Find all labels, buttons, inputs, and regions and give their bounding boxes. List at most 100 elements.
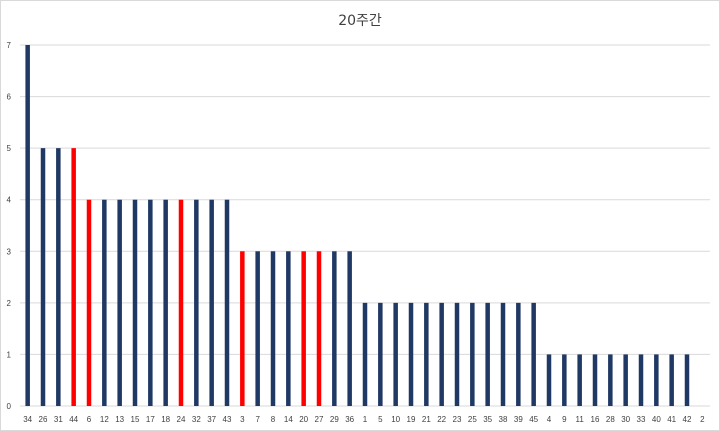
bars bbox=[25, 45, 690, 406]
bar-26 bbox=[40, 148, 46, 406]
x-tick-label: 2 bbox=[700, 415, 705, 424]
x-tick-label: 35 bbox=[483, 415, 492, 424]
x-tick-label: 29 bbox=[330, 415, 339, 424]
bar-4 bbox=[546, 354, 552, 406]
bar-30 bbox=[623, 354, 628, 406]
y-tick-label: 5 bbox=[7, 144, 12, 153]
y-tick-label: 3 bbox=[7, 247, 12, 256]
x-tick-label: 27 bbox=[315, 415, 324, 424]
bar-14 bbox=[286, 251, 291, 406]
x-tick-label: 32 bbox=[192, 415, 201, 424]
bar-23 bbox=[454, 302, 460, 406]
x-tick-label: 44 bbox=[69, 415, 78, 424]
bar-12 bbox=[102, 199, 107, 406]
bar-17 bbox=[148, 199, 153, 406]
x-tick-label: 30 bbox=[621, 415, 630, 424]
x-tick-label: 17 bbox=[146, 415, 155, 424]
x-tick-label: 37 bbox=[207, 415, 216, 424]
x-tick-label: 7 bbox=[255, 415, 260, 424]
bar-35 bbox=[485, 302, 490, 406]
x-tick-label: 4 bbox=[547, 415, 552, 424]
x-tick-label: 12 bbox=[100, 415, 109, 424]
bar-7 bbox=[255, 251, 260, 406]
bar-33 bbox=[638, 354, 644, 406]
y-tick-label: 0 bbox=[7, 402, 12, 411]
x-tick-label: 43 bbox=[223, 415, 232, 424]
y-tick-label: 4 bbox=[7, 196, 12, 205]
bar-31 bbox=[56, 148, 61, 406]
y-tick-label: 7 bbox=[7, 41, 12, 50]
bar-27 bbox=[316, 251, 322, 406]
bar-24 bbox=[178, 199, 184, 406]
y-tick-label: 6 bbox=[7, 93, 12, 102]
x-tick-label: 21 bbox=[422, 415, 431, 424]
x-tick-label: 22 bbox=[437, 415, 446, 424]
bar-45 bbox=[531, 302, 536, 406]
bar-25 bbox=[470, 302, 475, 406]
x-tick-label: 8 bbox=[271, 415, 276, 424]
x-tick-label: 16 bbox=[591, 415, 600, 424]
bar-8 bbox=[270, 251, 276, 406]
x-tick-label: 6 bbox=[87, 415, 92, 424]
bar-28 bbox=[608, 354, 613, 406]
x-tick-label: 1 bbox=[363, 415, 368, 424]
bar-39 bbox=[516, 302, 521, 406]
y-tick-label: 2 bbox=[7, 299, 12, 308]
x-tick-label: 15 bbox=[131, 415, 140, 424]
bar-18 bbox=[163, 199, 168, 406]
bar-5 bbox=[378, 302, 383, 406]
bar-3 bbox=[240, 251, 245, 406]
bar-38 bbox=[500, 302, 506, 406]
x-tick-label: 36 bbox=[345, 415, 354, 424]
bar-21 bbox=[424, 302, 429, 406]
x-tick-label: 20 bbox=[299, 415, 308, 424]
x-tick-label: 28 bbox=[606, 415, 615, 424]
x-tick-label: 10 bbox=[391, 415, 400, 424]
bar-22 bbox=[439, 302, 444, 406]
x-tick-label: 9 bbox=[562, 415, 567, 424]
x-tick-label: 39 bbox=[514, 415, 523, 424]
x-tick-label: 33 bbox=[637, 415, 646, 424]
bar-1 bbox=[362, 302, 368, 406]
bar-43 bbox=[224, 199, 230, 406]
x-tick-label: 40 bbox=[652, 415, 661, 424]
x-axis-ticks: 34 26 31 44 6 12 13 15 17 18 24 32 37 43 3 7 8 14 20 27 29 36… bbox=[23, 415, 705, 424]
bar-37 bbox=[209, 199, 214, 406]
bar-10 bbox=[393, 302, 398, 406]
x-tick-label: 38 bbox=[499, 415, 508, 424]
x-tick-label: 42 bbox=[683, 415, 692, 424]
bar-19 bbox=[408, 302, 414, 406]
bar-40 bbox=[654, 354, 659, 406]
bar-15 bbox=[132, 199, 138, 406]
x-tick-label: 31 bbox=[54, 415, 63, 424]
bar-6 bbox=[86, 199, 92, 406]
bar-13 bbox=[117, 199, 122, 406]
x-tick-label: 45 bbox=[529, 415, 538, 424]
bar-34 bbox=[25, 45, 30, 406]
x-tick-label: 19 bbox=[407, 415, 416, 424]
x-tick-label: 11 bbox=[576, 415, 585, 424]
bar-42 bbox=[684, 354, 690, 406]
bar-36 bbox=[347, 251, 352, 406]
bar-41 bbox=[669, 354, 674, 406]
x-tick-label: 5 bbox=[378, 415, 383, 424]
x-tick-label: 18 bbox=[161, 415, 170, 424]
x-tick-label: 26 bbox=[39, 415, 48, 424]
x-tick-label: 23 bbox=[453, 415, 462, 424]
bar-29 bbox=[332, 251, 337, 406]
chart-title: 20주간 bbox=[338, 13, 382, 29]
y-tick-label: 1 bbox=[7, 350, 12, 359]
x-tick-label: 3 bbox=[240, 415, 245, 424]
x-tick-label: 34 bbox=[23, 415, 32, 424]
x-tick-label: 41 bbox=[667, 415, 676, 424]
x-tick-label: 24 bbox=[177, 415, 186, 424]
x-tick-label: 14 bbox=[284, 415, 293, 424]
bar-11 bbox=[577, 354, 582, 406]
bar-32 bbox=[194, 199, 199, 406]
bar-16 bbox=[592, 354, 598, 406]
bar-9 bbox=[562, 354, 567, 406]
y-axis-ticks: 0 1 2 3 4 5 6 7 bbox=[7, 41, 12, 411]
x-tick-label: 13 bbox=[115, 415, 124, 424]
bar-20 bbox=[301, 251, 306, 406]
